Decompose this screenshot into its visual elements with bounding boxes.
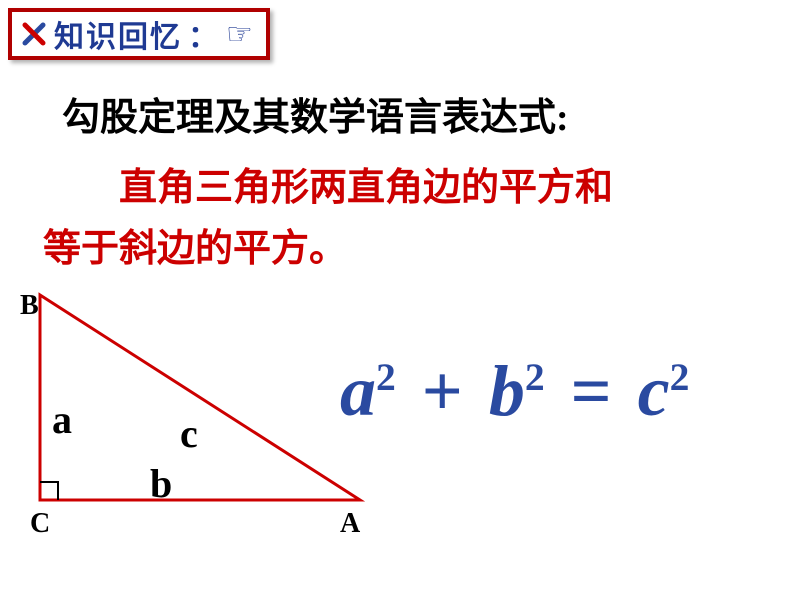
exp-b: 2 <box>525 355 545 399</box>
header-box: 知识回忆 ： ☞ <box>8 8 270 60</box>
vertex-B-label: B <box>20 290 39 322</box>
vertex-A-label: A <box>340 508 360 540</box>
plus-sign: + <box>422 351 463 431</box>
header-colon: ： <box>188 12 220 56</box>
pythagoras-formula: a2 + b2 = c2 <box>340 350 689 433</box>
exp-a: 2 <box>376 355 396 399</box>
var-b: b <box>489 351 525 431</box>
side-b-label: b <box>150 460 172 507</box>
side-a-label: a <box>52 396 72 443</box>
theorem-statement: 直角三角形两直角边的平方和等于斜边的平方。 <box>43 158 643 280</box>
subtitle: 勾股定理及其数学语言表达式: <box>62 86 569 141</box>
pencil-icon <box>18 18 50 50</box>
exp-c: 2 <box>670 355 690 399</box>
vertex-C-label: C <box>30 508 50 540</box>
header-title: 知识回忆 <box>54 12 182 56</box>
side-c-label: c <box>180 410 198 457</box>
var-a: a <box>340 351 376 431</box>
var-c: c <box>638 351 670 431</box>
pointing-hand-icon: ☞ <box>226 17 253 52</box>
equals-sign: = <box>571 351 612 431</box>
